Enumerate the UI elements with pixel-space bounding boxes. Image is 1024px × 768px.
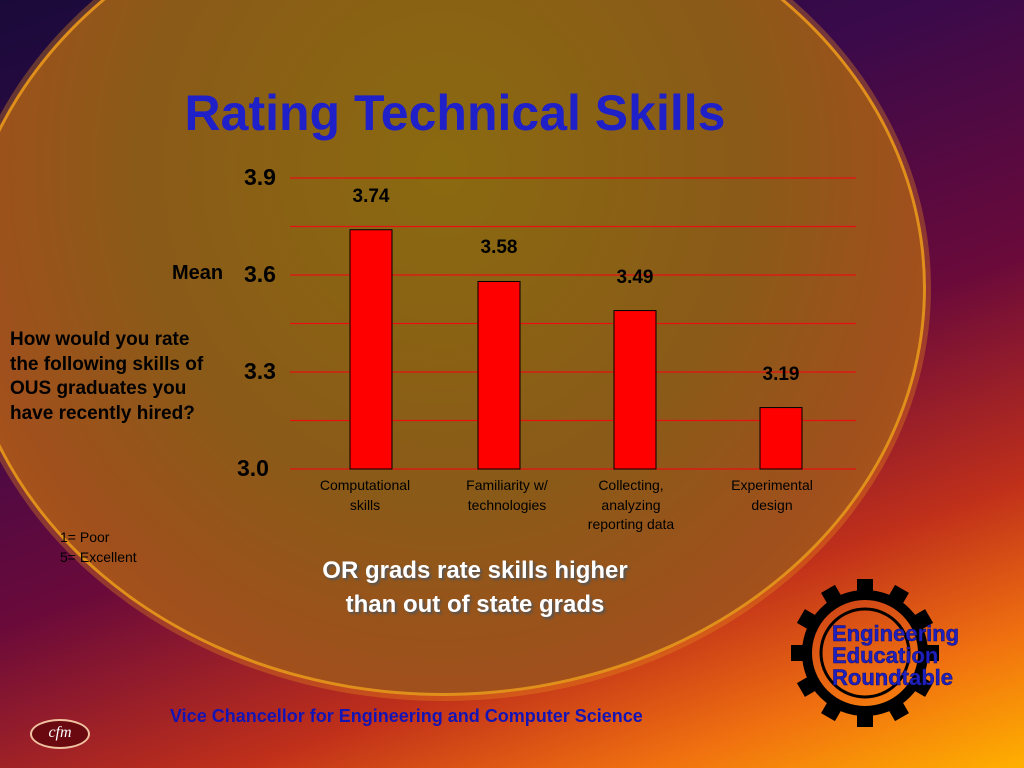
category-label-line: Computational: [319, 477, 411, 493]
category-label-line: analyzing: [601, 496, 661, 513]
bar: [613, 310, 657, 470]
y-tick-label: 3.9: [244, 164, 276, 190]
category-label-line: skills: [349, 496, 381, 513]
key-finding: OR grads rate skills higher than out of …: [250, 554, 700, 621]
scale-poor: 1= Poor: [60, 529, 110, 545]
category-label-line: Familiarity w/: [466, 477, 548, 493]
data-label: 3.19: [762, 363, 800, 385]
category-label: Experimental design: [707, 476, 837, 515]
logo-line-1: Engineering: [832, 621, 960, 646]
logo-line-3: Roundtable: [832, 665, 954, 690]
bar: [349, 229, 393, 470]
roundtable-logo-text: Engineering Education Roundtable: [832, 621, 960, 690]
key-finding-line-2: than out of state grads: [345, 590, 605, 618]
category-label-line: technologies: [467, 496, 547, 513]
data-label: 3.49: [616, 266, 654, 288]
cfm-logo: cfm: [30, 719, 90, 749]
category-label-line: reporting data: [587, 516, 675, 533]
rating-scale: 1= Poor 5= Excellent: [60, 528, 137, 567]
slide-title: Rating Technical Skills: [184, 85, 726, 141]
data-label: 3.74: [352, 185, 390, 207]
category-label-line: design: [751, 496, 793, 513]
data-label: 3.58: [480, 237, 518, 259]
gear-icon: [791, 579, 939, 727]
bars: [349, 229, 803, 470]
category-label: Computational skills: [300, 476, 430, 515]
category-label-line: Experimental: [731, 477, 813, 493]
background-ellipse: [0, 0, 926, 696]
footer-text: Vice Chancellor for Engineering and Comp…: [170, 706, 643, 726]
question-text: How would you rate the following skills …: [10, 329, 204, 425]
y-tick-label: 3.3: [244, 358, 276, 384]
scale-excellent: 5= Excellent: [60, 548, 137, 565]
logo-line-2: Education: [832, 643, 939, 668]
y-axis-label: Mean: [172, 262, 224, 284]
bar: [759, 407, 803, 470]
key-finding-line-1: OR grads rate skills higher: [322, 557, 628, 584]
y-tick-label: 3.6: [244, 261, 276, 287]
category-label: Collecting, analyzing reporting data: [566, 476, 696, 535]
y-tick-label: 3.0: [237, 455, 269, 481]
category-label: Familiarity w/technologies: [442, 476, 572, 515]
category-label-line: Collecting,: [598, 477, 664, 493]
bar: [477, 280, 521, 470]
